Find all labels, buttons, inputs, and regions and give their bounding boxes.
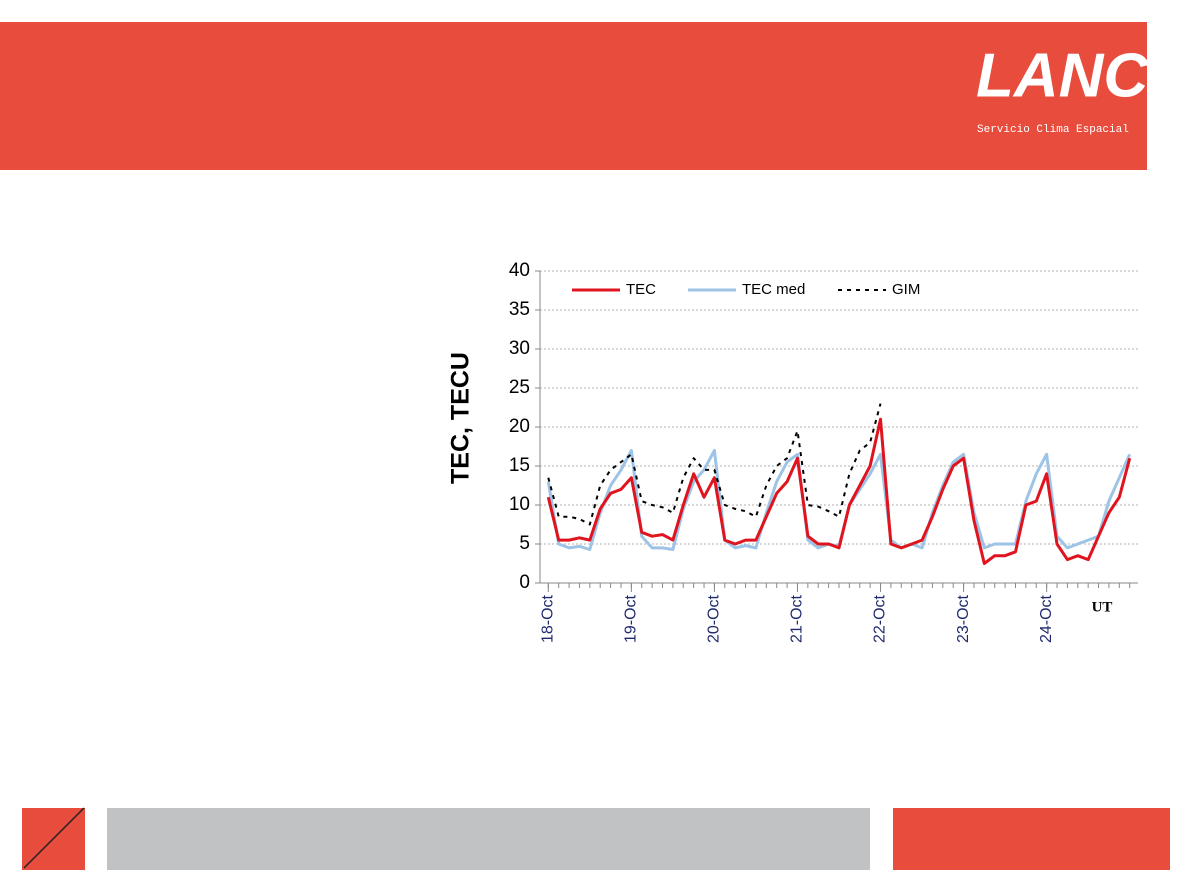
- y-tick-label: 15: [509, 455, 530, 476]
- x-tick-label: 22-Oct: [872, 594, 889, 643]
- series-line: [547, 403, 882, 526]
- x-tick-label: 21-Oct: [789, 594, 806, 643]
- header-band: [0, 22, 1147, 170]
- footer-bar: [107, 808, 870, 870]
- y-tick-label: 20: [509, 416, 530, 437]
- y-tick-label: 5: [519, 533, 530, 554]
- y-axis-label: TEC, TECU: [447, 352, 475, 484]
- y-tick-label: 40: [509, 260, 530, 281]
- footer-diagonal: [23, 807, 85, 869]
- x-tick-label: 24-Oct: [1038, 594, 1055, 643]
- legend-label: TEC: [626, 281, 656, 298]
- footer-red-bar: [893, 808, 1170, 870]
- logo-mark: [1157, 51, 1187, 105]
- y-tick-label: 10: [509, 494, 530, 515]
- y-tick-label: 25: [509, 377, 530, 398]
- x-tick-label: 23-Oct: [955, 594, 972, 643]
- x-tick-label: 19-Oct: [623, 594, 640, 643]
- y-tick-label: 35: [509, 299, 530, 320]
- x-axis-label: UT: [1092, 599, 1113, 615]
- logo: LANC: [976, 41, 1149, 110]
- series-line: [546, 417, 1132, 565]
- y-tick-label: 0: [519, 572, 530, 593]
- y-tick-label: 30: [509, 338, 530, 359]
- legend-label: TEC med: [742, 281, 805, 298]
- x-tick-label: 20-Oct: [706, 594, 723, 643]
- logo-tagline: Servicio Clima Espacial: [977, 124, 1129, 136]
- legend-label: GIM: [892, 281, 920, 298]
- x-tick-label: 18-Oct: [540, 594, 557, 643]
